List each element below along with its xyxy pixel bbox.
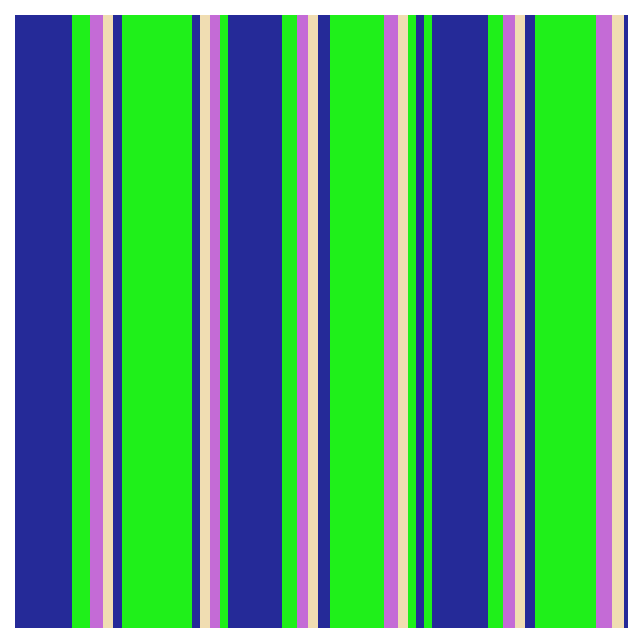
tan-stripe [612,15,624,628]
green-stripe [408,15,416,628]
navy-stripe [15,15,72,628]
orchid-stripe [384,15,398,628]
orchid-stripe [210,15,220,628]
orchid-stripe [596,15,612,628]
tan-stripe [200,15,210,628]
green-stripe [535,15,596,628]
green-stripe [220,15,228,628]
navy-stripe [416,15,424,628]
navy-stripe [318,15,330,628]
green-stripe [72,15,90,628]
tan-stripe [515,15,525,628]
stripes [15,15,628,628]
tan-stripe [103,15,113,628]
navy-stripe [192,15,200,628]
navy-stripe [624,15,628,628]
navy-stripe [525,15,535,628]
green-stripe [282,15,297,628]
navy-stripe [113,15,122,628]
tan-stripe [398,15,408,628]
navy-stripe [432,15,488,628]
orchid-stripe [297,15,308,628]
green-stripe [330,15,384,628]
green-stripe [488,15,503,628]
navy-stripe [228,15,282,628]
orchid-stripe [503,15,515,628]
orchid-stripe [90,15,103,628]
green-stripe [424,15,432,628]
tan-stripe [308,15,318,628]
green-stripe [122,15,192,628]
